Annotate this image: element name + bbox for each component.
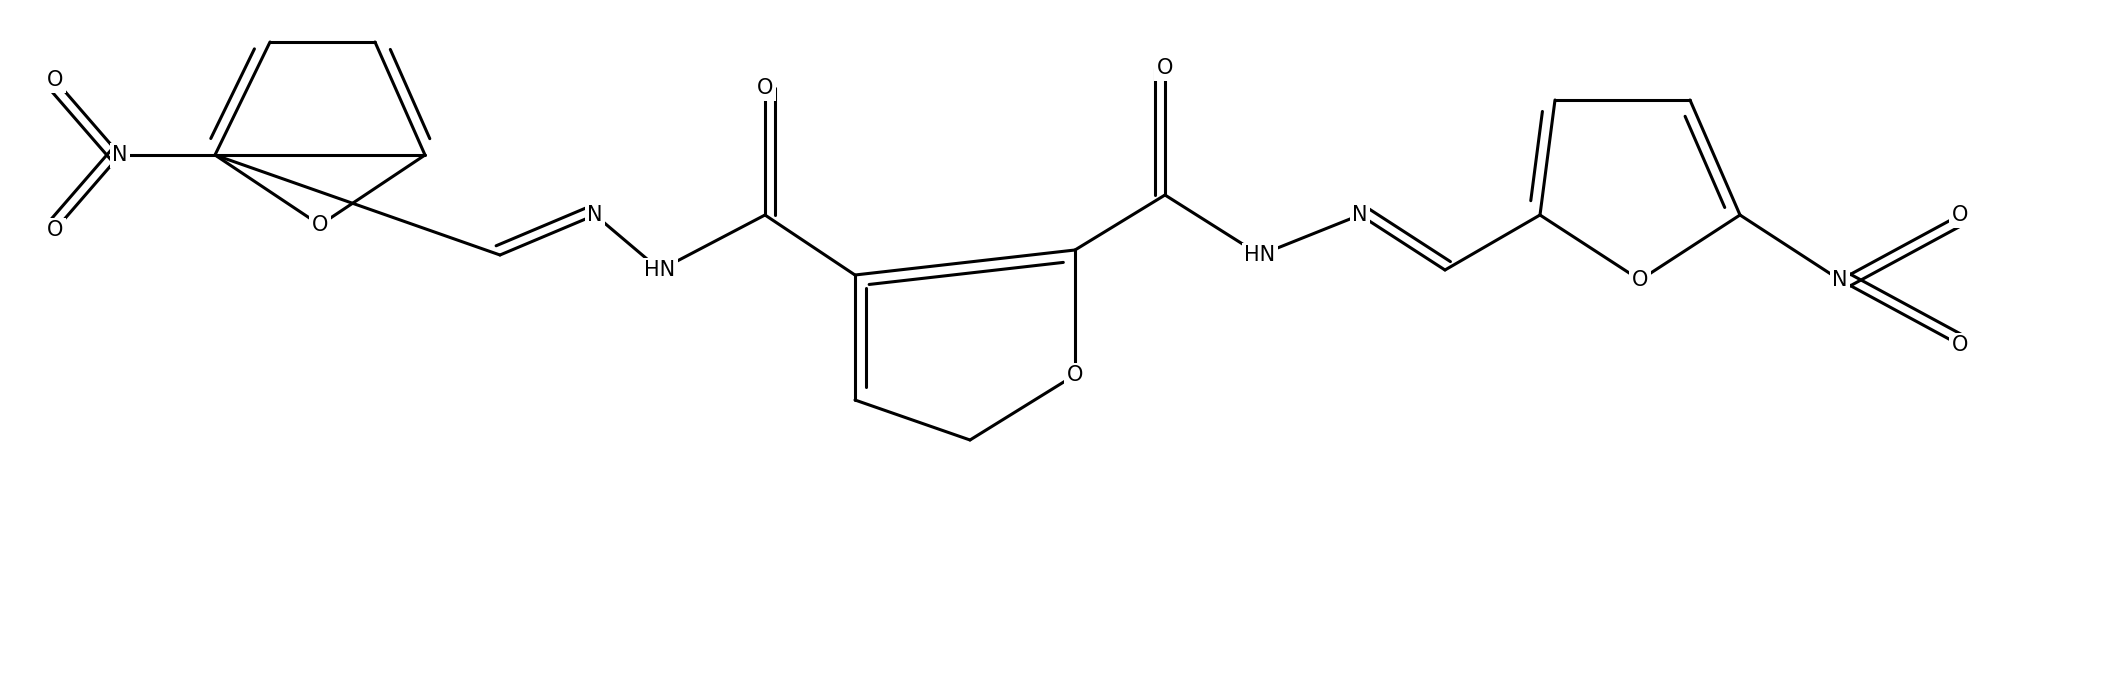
Text: O: O <box>47 220 64 240</box>
Text: O: O <box>311 215 328 235</box>
Text: HN: HN <box>1245 245 1275 265</box>
Text: HN: HN <box>644 260 676 280</box>
Text: N: N <box>587 205 604 225</box>
Text: N: N <box>1351 205 1368 225</box>
Text: O: O <box>1631 270 1648 290</box>
Text: O: O <box>1953 205 1968 225</box>
Text: O: O <box>1067 365 1082 385</box>
Text: O: O <box>756 78 773 98</box>
Text: O: O <box>1156 58 1173 78</box>
Text: N: N <box>112 145 127 165</box>
Text: N: N <box>1832 270 1847 290</box>
Text: O: O <box>47 70 64 90</box>
Text: O: O <box>1953 335 1968 355</box>
